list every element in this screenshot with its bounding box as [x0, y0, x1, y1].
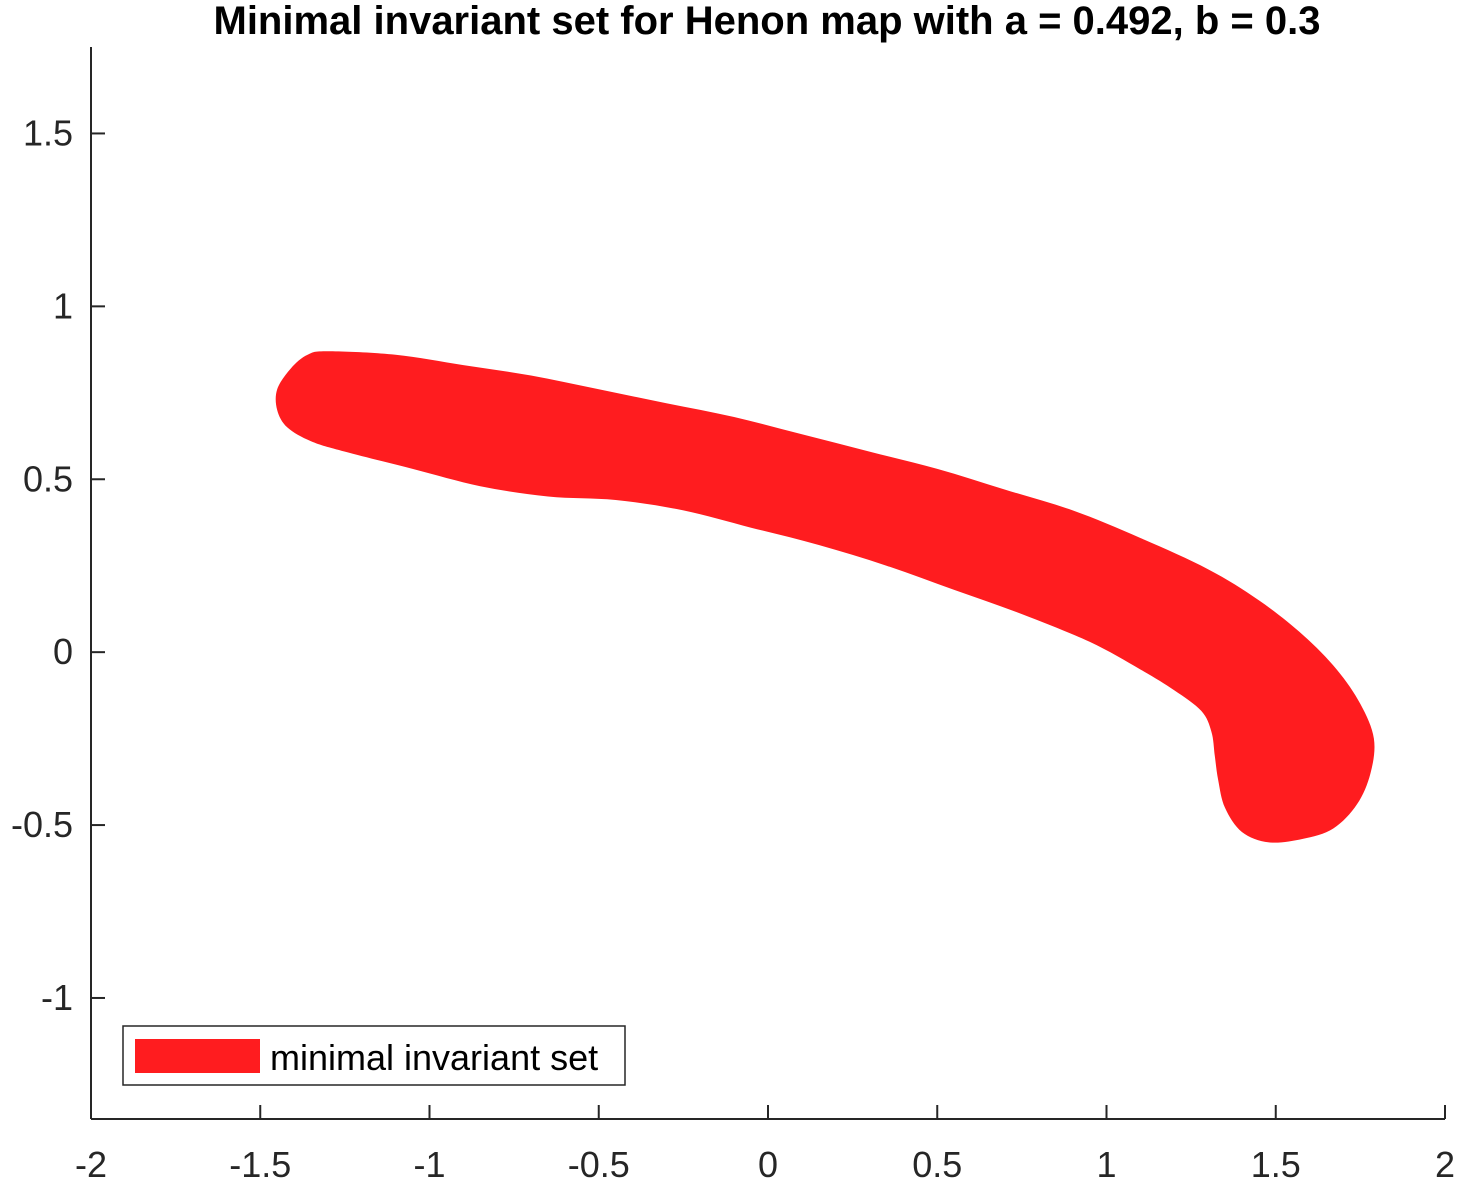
- x-tick-label: 0: [758, 1144, 778, 1181]
- x-axis: -2 -1.5 -1 -0.5 0 0.5 1 1.5 2: [75, 1105, 1455, 1181]
- chart-title: Minimal invariant set for Henon map with…: [214, 0, 1321, 43]
- y-tick-label: 0: [53, 631, 73, 672]
- x-tick-label: -0.5: [568, 1144, 630, 1181]
- legend: minimal invariant set: [122, 1025, 626, 1086]
- x-tick-label: 2: [1435, 1144, 1455, 1181]
- y-tick-label: 0.5: [23, 458, 73, 499]
- y-axis: -1 -0.5 0 0.5 1 1.5: [11, 47, 105, 1119]
- legend-swatch: [135, 1039, 260, 1073]
- x-tick-label: -1: [413, 1144, 445, 1181]
- y-tick-label: -0.5: [11, 804, 73, 845]
- invariant-set-region-0: [275, 351, 1375, 843]
- x-tick-label: -2: [75, 1144, 107, 1181]
- y-tick-label: 1.5: [23, 112, 73, 153]
- x-tick-label: 1: [1096, 1144, 1116, 1181]
- y-tick-label: 1: [53, 285, 73, 326]
- y-tick-label: -1: [41, 977, 73, 1018]
- x-tick-label: 1.5: [1251, 1144, 1301, 1181]
- x-tick-label: -1.5: [229, 1144, 291, 1181]
- legend-label: minimal invariant set: [270, 1037, 598, 1078]
- plot-area: [275, 351, 1375, 843]
- x-tick-label: 0.5: [912, 1144, 962, 1181]
